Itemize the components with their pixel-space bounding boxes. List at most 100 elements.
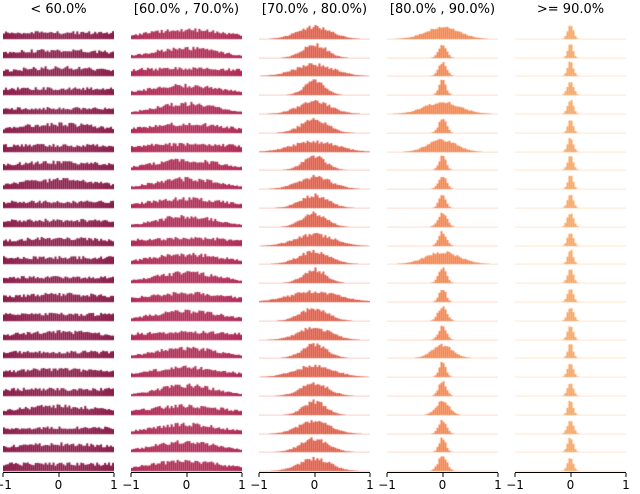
histogram-row: [387, 435, 512, 454]
histogram-row: [259, 265, 384, 285]
column-4: [80.0% , 90.0%) −1 0 1: [378, 2, 512, 494]
histogram-row: [3, 59, 128, 78]
x-tick: [386, 473, 388, 477]
histogram-row: [259, 190, 384, 209]
histogram-row: [387, 397, 512, 416]
histogram-row: [259, 341, 384, 360]
x-tick: [625, 473, 627, 477]
histogram-row: [515, 359, 640, 379]
histogram-row: [131, 341, 256, 360]
histogram-row: [259, 134, 384, 153]
histogram-plot: [387, 417, 498, 435]
histogram-row: [515, 416, 640, 435]
histogram-row: [515, 21, 640, 40]
histogram-plot: [3, 398, 114, 416]
histogram-plot: [3, 304, 114, 322]
histogram-row: [3, 21, 128, 40]
histogram-plot: [515, 436, 626, 454]
histogram-plot: [131, 323, 242, 341]
histogram-row: [515, 265, 640, 285]
histogram-plot: [259, 379, 370, 397]
histogram-plot: [259, 229, 370, 247]
histogram-plot: [3, 60, 114, 78]
histogram-row: [515, 40, 640, 59]
histogram-row: [387, 322, 512, 341]
histogram-plot: [131, 455, 242, 473]
histogram-plot: [387, 229, 498, 247]
histogram-row: [387, 171, 512, 191]
x-tick-label: 0: [54, 477, 63, 492]
x-axis: −1 0 1: [250, 472, 374, 494]
histogram-plot: [515, 455, 626, 473]
histogram-row: [515, 209, 640, 228]
histogram-row: [259, 435, 384, 454]
histogram-row: [131, 171, 256, 191]
histogram-plot: [259, 191, 370, 209]
histogram-plot: [3, 436, 114, 454]
histogram-plot: [259, 285, 370, 303]
histogram-row: [131, 228, 256, 247]
histogram-plot: [515, 22, 626, 40]
histogram-row: [3, 77, 128, 97]
histogram-row: [259, 77, 384, 97]
histogram-row: [259, 247, 384, 266]
histogram-row: [259, 284, 384, 303]
histogram-plot: [131, 135, 242, 153]
x-tick-label: −1: [122, 477, 140, 492]
histogram-row: [515, 228, 640, 247]
histogram-plot: [131, 342, 242, 360]
histogram-row: [131, 115, 256, 134]
histogram-row: [515, 284, 640, 303]
histogram-plot: [3, 191, 114, 209]
x-tick-label: 1: [238, 477, 246, 492]
histogram-plot: [3, 22, 114, 40]
histogram-plot: [131, 248, 242, 266]
histogram-plot: [3, 41, 114, 59]
histogram-row: [3, 190, 128, 209]
histogram-plot: [515, 210, 626, 228]
histogram-plot: [515, 191, 626, 209]
histogram-plot: [259, 41, 370, 59]
histogram-plot: [259, 342, 370, 360]
histogram-plot: [515, 154, 626, 172]
histogram-plot: [259, 173, 370, 191]
histogram-plot: [387, 323, 498, 341]
histogram-plot: [259, 267, 370, 285]
histogram-row: [3, 322, 128, 341]
histogram-plot: [387, 135, 498, 153]
histogram-row: [131, 209, 256, 228]
column-3: [70.0% , 80.0%) −1 0 1: [250, 2, 384, 494]
histogram-row: [3, 115, 128, 134]
x-tick: [258, 473, 260, 477]
histogram-plot: [259, 417, 370, 435]
histogram-plot: [131, 267, 242, 285]
x-tick-label: 1: [366, 477, 374, 492]
histogram-row: [3, 40, 128, 59]
histogram-plot: [131, 173, 242, 191]
histogram-row: [387, 341, 512, 360]
histogram-plot: [3, 361, 114, 379]
x-tick-label: 1: [622, 477, 630, 492]
histogram-plot: [3, 135, 114, 153]
histogram-row: [131, 134, 256, 153]
histogram-plot: [259, 323, 370, 341]
x-tick-label: −1: [0, 477, 12, 492]
histogram-plot: [3, 342, 114, 360]
histogram-row: [515, 134, 640, 153]
histogram-plot: [259, 154, 370, 172]
histogram-row: [3, 341, 128, 360]
histogram-row: [3, 435, 128, 454]
histogram-row: [3, 134, 128, 153]
column-title: [60.0% , 70.0%): [133, 2, 240, 17]
histogram-plot: [3, 323, 114, 341]
histogram-plot: [387, 361, 498, 379]
column-title: [70.0% , 80.0%): [261, 2, 368, 17]
histogram-row: [3, 209, 128, 228]
histogram-plot: [515, 323, 626, 341]
histogram-plot: [131, 41, 242, 59]
histogram-plot: [387, 191, 498, 209]
histogram-row: [387, 284, 512, 303]
x-tick: [369, 473, 371, 477]
histogram-plot: [387, 267, 498, 285]
histogram-plot: [515, 361, 626, 379]
